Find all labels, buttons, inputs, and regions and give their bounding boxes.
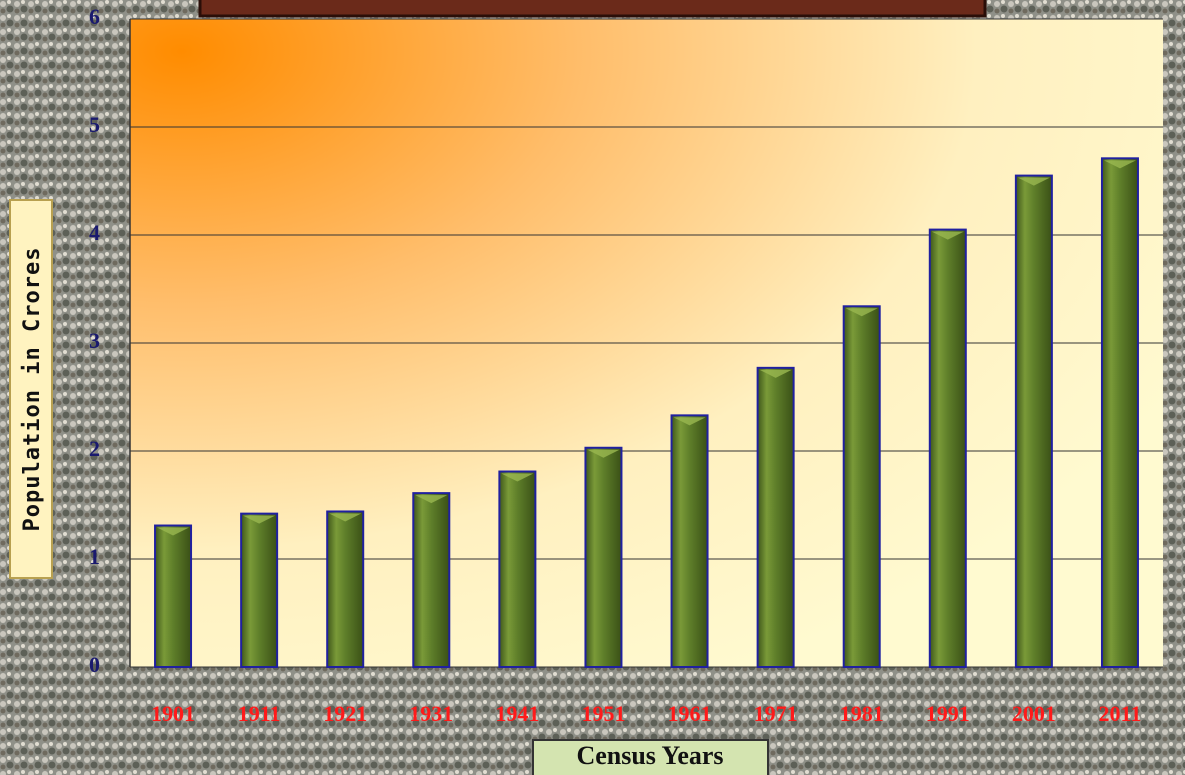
bar — [498, 470, 537, 668]
x-tick-label: 1931 — [409, 701, 453, 726]
bar-bevel — [157, 527, 190, 536]
bar — [326, 510, 365, 669]
x-tick-label: 1941 — [495, 701, 539, 726]
bar-bevel — [759, 369, 792, 378]
y-tick-label: 6 — [89, 4, 100, 29]
x-tick-label: 2001 — [1012, 701, 1056, 726]
bar-bevel — [673, 417, 706, 426]
x-tick-label: 1921 — [323, 701, 367, 726]
bar — [928, 228, 967, 668]
y-tick-label: 3 — [89, 328, 100, 353]
y-tick-label: 4 — [89, 220, 100, 245]
x-tick-label: 1971 — [754, 701, 798, 726]
y-tick-label: 5 — [89, 112, 100, 137]
bar-bevel — [1103, 160, 1136, 169]
bar-bevel — [587, 449, 620, 458]
bar-bevel — [243, 515, 276, 524]
y-tick-label: 0 — [89, 652, 100, 677]
bar — [240, 512, 279, 669]
x-tick-label: 1951 — [581, 701, 625, 726]
bar — [1100, 157, 1139, 668]
bar — [756, 366, 795, 668]
bar — [584, 446, 623, 669]
bar-bevel — [501, 473, 534, 482]
bar — [1014, 174, 1053, 668]
bar — [154, 524, 193, 669]
bar-bevel — [1017, 177, 1050, 186]
x-label-box — [532, 739, 769, 775]
bar — [842, 305, 881, 668]
y-label-box — [9, 199, 53, 579]
x-tick-label: 2011 — [1099, 701, 1142, 726]
x-axis-label: Census Years — [576, 741, 723, 770]
y-tick-label: 1 — [89, 544, 100, 569]
bar — [670, 414, 709, 668]
x-tick-label: 1981 — [840, 701, 884, 726]
x-tick-label: 1961 — [668, 701, 712, 726]
bar-bevel — [415, 495, 448, 504]
plot-layer: 0 1 2 3 4 5 6 1901 1911 1921 1931 1941 1951 1961 1971 1… — [89, 4, 1163, 726]
x-tick-label: 1991 — [926, 701, 970, 726]
x-tick-label: 1911 — [238, 701, 281, 726]
bar-bevel — [845, 308, 878, 317]
title-box — [198, 0, 987, 18]
y-tick-label: 2 — [89, 436, 100, 461]
bar — [412, 492, 451, 668]
bar-bevel — [329, 513, 362, 522]
bar-bevel — [931, 231, 964, 240]
y-axis-label: Population in Crores — [20, 247, 45, 532]
x-tick-label: 1901 — [151, 701, 195, 726]
